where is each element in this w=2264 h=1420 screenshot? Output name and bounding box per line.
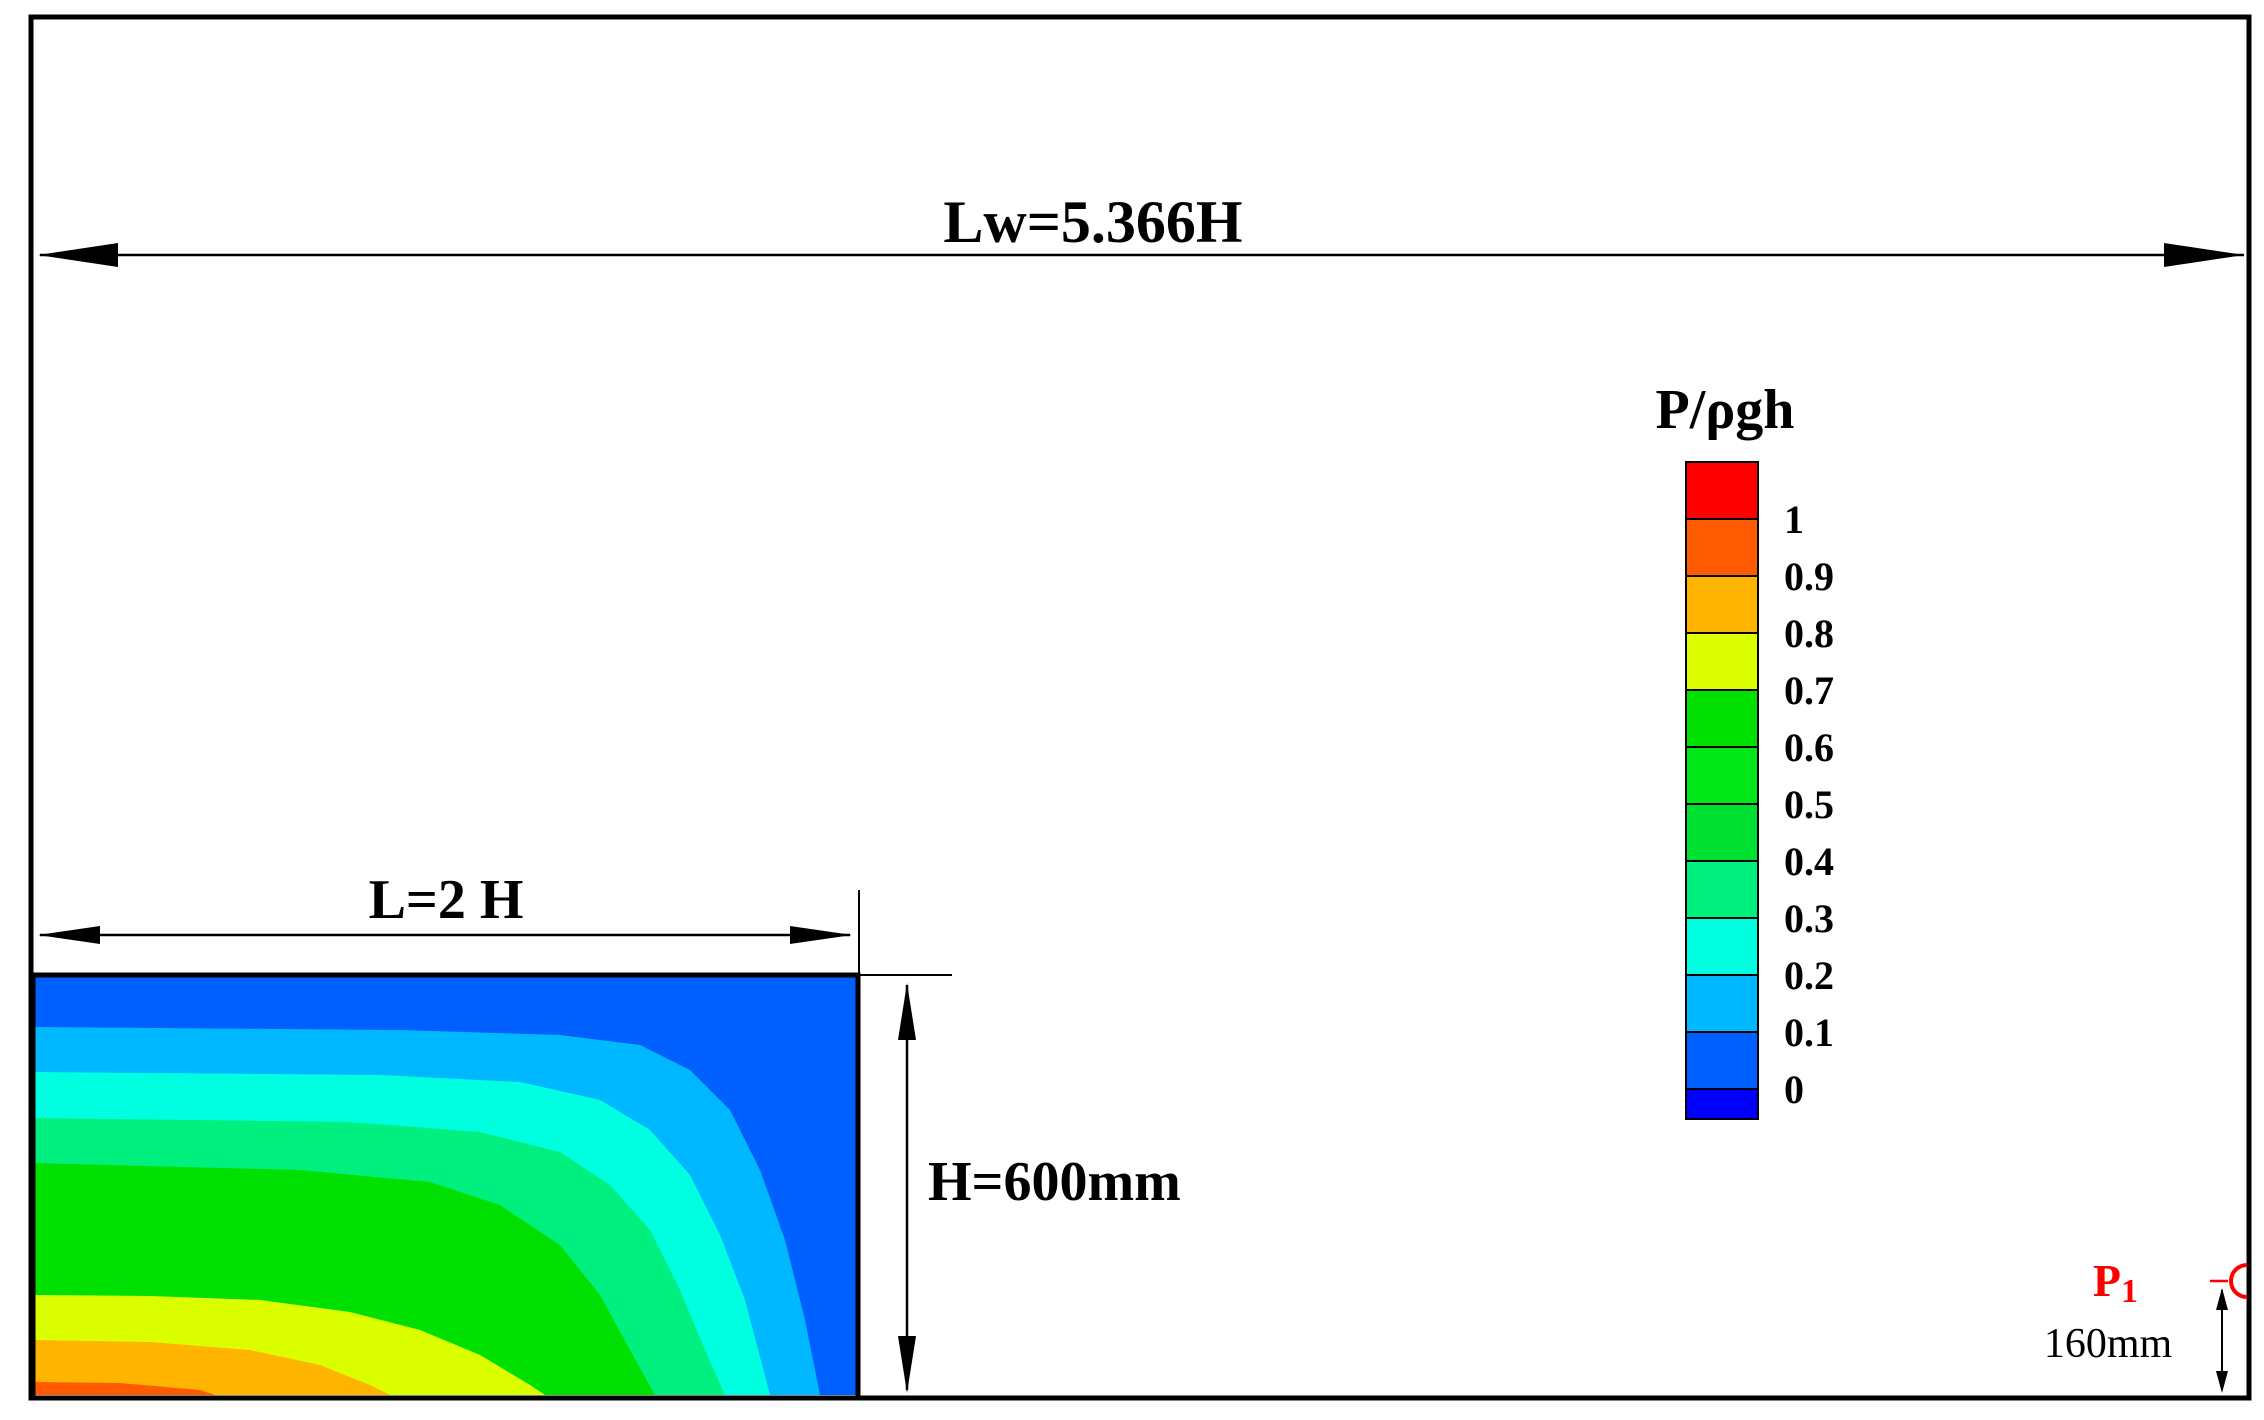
contour-level-6 (33, 1340, 390, 1395)
legend-tick-label: 0 (1784, 1067, 1804, 1112)
color-legend: P/ρgh 1 0.9 0.8 0.7 0.6 0.5 0.4 0.3 0.2 0.1 0 (1656, 379, 1834, 1120)
legend-swatch (1685, 917, 1759, 976)
legend-swatch (1685, 1031, 1759, 1090)
legend-swatch (1685, 1088, 1759, 1120)
legend-swatch (1685, 575, 1759, 634)
legend-swatch (1685, 518, 1759, 577)
domain-width-label: Lw=5.366H (943, 189, 1242, 255)
arrowhead-right (2164, 243, 2244, 267)
water-column-pressure-field (33, 975, 858, 1395)
arrowhead-down (898, 1336, 916, 1393)
legend-tick-label: 0.5 (1784, 782, 1834, 827)
legend-swatch (1685, 461, 1759, 520)
column-height-dimension: H=600mm (859, 974, 1181, 1393)
legend-tick-label: 0.6 (1784, 725, 1834, 770)
legend-swatch (1685, 860, 1759, 919)
arrowhead-left (38, 243, 118, 267)
legend-tick-label: 0.1 (1784, 1010, 1834, 1055)
probe-label: P1 (2093, 1255, 2138, 1310)
arrowhead-right (790, 926, 852, 944)
tank-boundary (28, 14, 2252, 1401)
column-height-label: H=600mm (928, 1151, 1181, 1213)
column-width-dimension: L=2 H (38, 869, 860, 975)
legend-tick-label: 0.9 (1784, 554, 1834, 599)
legend-swatch (1685, 803, 1759, 862)
legend-tick-label: 1 (1784, 497, 1804, 542)
probe-height-label: 160mm (2044, 1321, 2173, 1367)
water-column-outline (30, 972, 861, 1401)
legend-swatch (1685, 632, 1759, 691)
legend-title: P/ρgh (1656, 379, 1795, 441)
arrowhead-left (38, 926, 100, 944)
column-width-label: L=2 H (369, 869, 524, 931)
probe-circle-icon (2229, 1263, 2248, 1299)
legend-tick-label: 0.2 (1784, 953, 1834, 998)
arrowhead-up (2216, 1288, 2228, 1310)
domain-width-dimension: Lw=5.366H (38, 189, 2244, 267)
arrowhead-down (2216, 1371, 2228, 1393)
legend-swatch (1685, 974, 1759, 1033)
legend-tick-label: 0.7 (1784, 668, 1834, 713)
legend-swatch (1685, 689, 1759, 748)
legend-swatch (1685, 746, 1759, 805)
legend-tick-label: 0.4 (1784, 839, 1834, 884)
arrowhead-up (898, 983, 916, 1040)
legend-tick-label: 0.8 (1784, 611, 1834, 656)
contour-level-7 (33, 1382, 215, 1395)
legend-tick-label: 0.3 (1784, 896, 1834, 941)
probe-marker: P1 160mm (2044, 1255, 2248, 1393)
